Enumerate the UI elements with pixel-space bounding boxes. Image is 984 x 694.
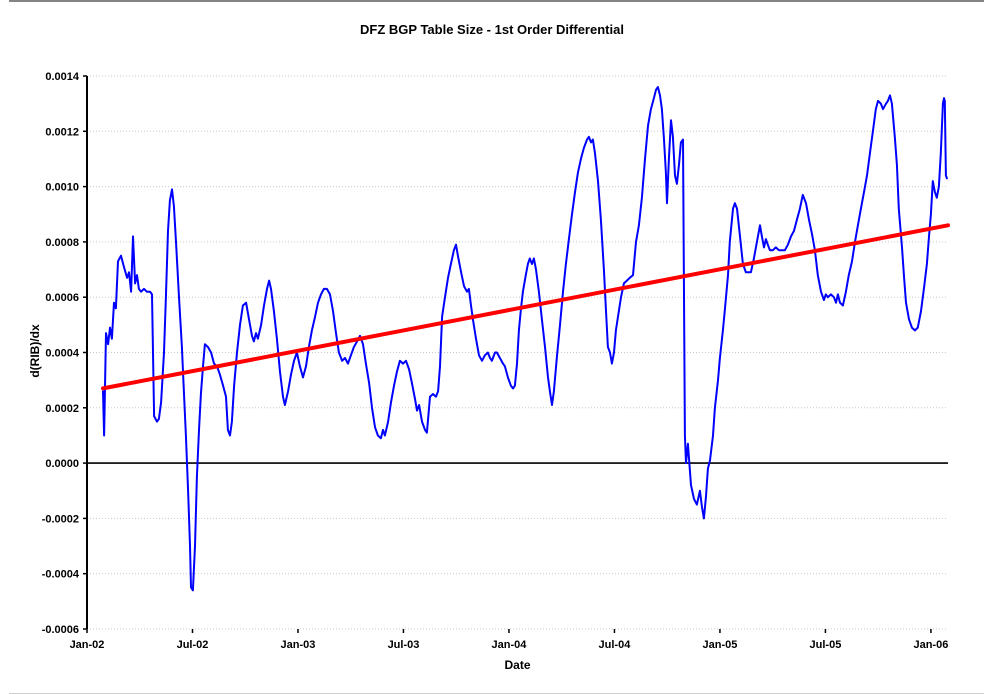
y-tick-label: 0.0008: [45, 237, 79, 249]
chart-title: DFZ BGP Table Size - 1st Order Different…: [360, 22, 624, 37]
x-tick-label: Jan-03: [281, 639, 316, 651]
y-tick-label: 0.0006: [45, 292, 79, 304]
y-tick-label: -0.0006: [42, 624, 79, 636]
y-tick-label: 0.0000: [45, 458, 79, 470]
x-tick-label: Jan-02: [70, 639, 105, 651]
linear-trend-line: [101, 223, 950, 391]
x-tick-label: Jan-06: [913, 639, 948, 651]
x-tick-label: Jul-03: [388, 639, 420, 651]
x-axis-title: Date: [504, 658, 531, 672]
y-tick-label: 0.0002: [45, 403, 79, 415]
y-tick-label: 0.0004: [45, 348, 80, 360]
y-tick-label: 0.0012: [45, 126, 79, 138]
x-tick-label: Jan-04: [492, 639, 528, 651]
window-top-edge: [9, 0, 984, 2]
y-tick-label: 0.0014: [45, 71, 80, 83]
y-tick-label: 0.0010: [45, 182, 79, 194]
x-tick-label: Jul-05: [810, 639, 842, 651]
x-tick-label: Jan-05: [703, 639, 738, 651]
x-tick-label: Jul-02: [177, 639, 209, 651]
x-tick-label: Jul-04: [599, 639, 632, 651]
y-tick-label: -0.0002: [42, 513, 79, 525]
weekly-differential-series: [102, 86, 948, 592]
y-tick-label: -0.0004: [42, 569, 80, 581]
